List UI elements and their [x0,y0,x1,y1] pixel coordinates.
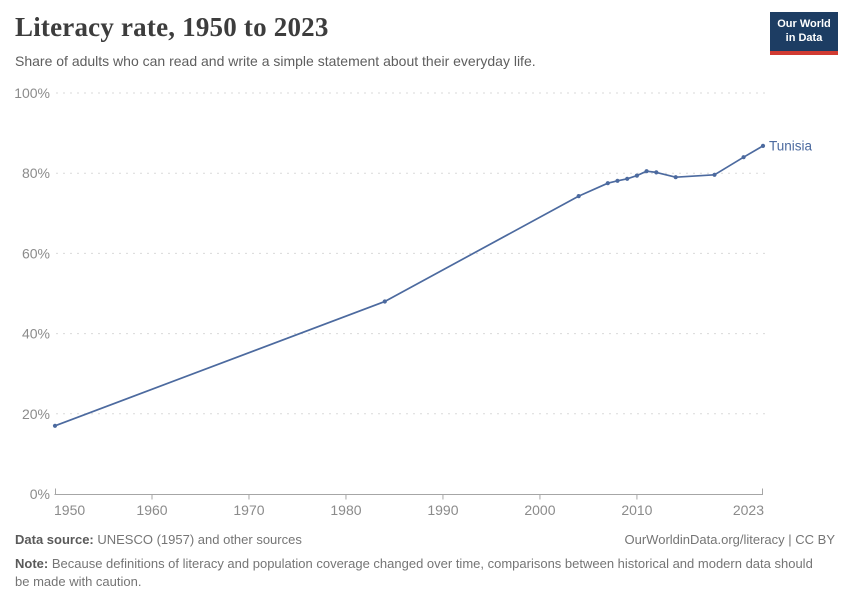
data-point-marker [634,173,640,178]
data-point-marker [673,175,678,180]
y-tick-label: 100% [14,85,50,101]
owid-logo-line1: Our World [777,18,831,30]
page-title: Literacy rate, 1950 to 2023 [15,12,329,42]
x-tick-label: 2010 [621,502,652,518]
data-point-marker [760,143,766,148]
data-source-label: Data source: [15,532,94,547]
data-point-marker [52,423,58,428]
data-source: Data source: UNESCO (1957) and other sou… [15,531,302,549]
data-point-marker [615,178,620,183]
data-point-marker [654,170,659,175]
owid-logo[interactable]: Our World in Data [770,12,838,55]
data-point-marker [576,194,581,199]
data-source-text: UNESCO (1957) and other sources [93,532,302,547]
x-tick-label: 1960 [136,502,167,518]
chart-note: Note: Because definitions of literacy an… [15,555,815,591]
trend-line [54,145,764,427]
y-tick-label: 60% [22,245,50,261]
data-point-marker [382,299,387,304]
data-point-marker [741,155,746,160]
x-tick-label: 2000 [524,502,555,518]
data-point-marker [625,176,630,181]
y-tick-label: 40% [22,326,50,342]
data-point-marker [605,181,610,186]
x-tick-label: 1990 [427,502,458,518]
data-point-marker [712,172,717,177]
chart-subtitle: Share of adults who can read and write a… [15,53,536,69]
chart-footer: Data source: UNESCO (1957) and other sou… [15,531,835,591]
x-tick-label: 1970 [233,502,264,518]
owid-logo-line2: in Data [785,31,823,44]
entity-label: Tunisia [769,138,813,153]
x-tick-label: 1950 [54,502,85,518]
y-tick-label: 20% [22,406,50,422]
x-tick-label: 2023 [733,502,764,518]
note-text: Because definitions of literacy and popu… [15,556,813,589]
y-tick-label: 0% [30,486,50,502]
x-tick-label: 1980 [330,502,361,518]
note-label: Note: [15,556,49,571]
y-tick-label: 80% [22,165,50,181]
owid-url-link[interactable]: OurWorldinData.org/literacy | CC BY [624,532,835,547]
data-point-marker [644,169,649,174]
